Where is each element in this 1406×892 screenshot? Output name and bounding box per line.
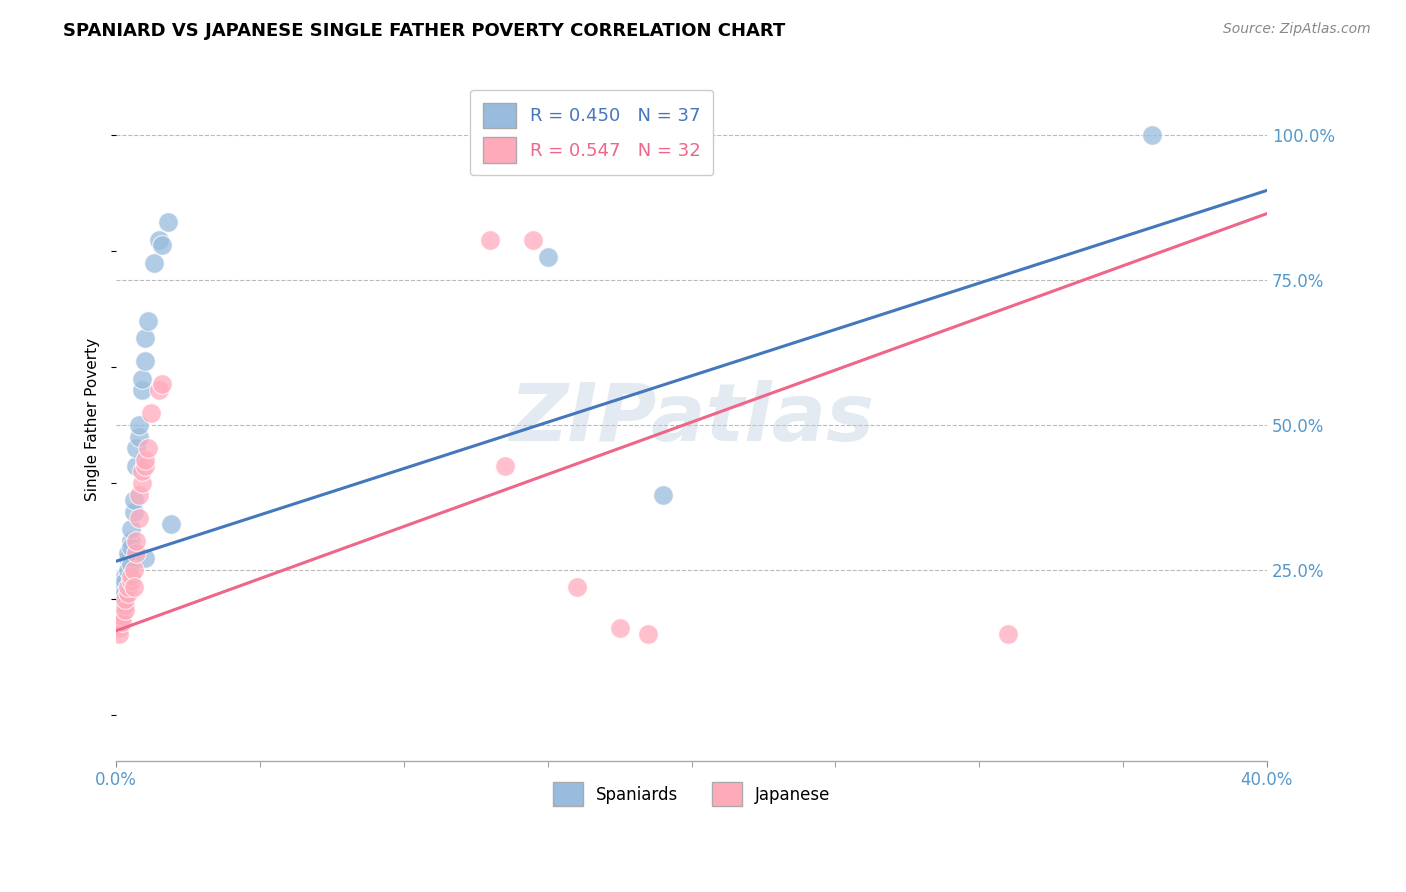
Point <box>108 609 131 624</box>
Y-axis label: Single Father Poverty: Single Father Poverty <box>86 338 100 500</box>
Point <box>111 591 134 606</box>
Point <box>651 487 673 501</box>
Point <box>114 598 136 612</box>
Point <box>117 580 139 594</box>
Point <box>134 551 156 566</box>
Point <box>139 407 162 421</box>
Point <box>122 493 145 508</box>
Point <box>125 441 148 455</box>
Point <box>148 233 170 247</box>
Point <box>128 418 150 433</box>
Point <box>111 609 134 624</box>
Point <box>131 384 153 398</box>
Point <box>117 563 139 577</box>
Point <box>122 563 145 577</box>
Point <box>609 621 631 635</box>
Text: Source: ZipAtlas.com: Source: ZipAtlas.com <box>1223 22 1371 37</box>
Point <box>114 568 136 582</box>
Point <box>136 314 159 328</box>
Point <box>522 233 544 247</box>
Point <box>108 626 131 640</box>
Point <box>125 458 148 473</box>
Point <box>128 430 150 444</box>
Point <box>108 621 131 635</box>
Point <box>150 238 173 252</box>
Point <box>125 545 148 559</box>
Point <box>122 580 145 594</box>
Point <box>131 475 153 490</box>
Point <box>108 603 131 617</box>
Point <box>537 250 560 264</box>
Point <box>1140 128 1163 143</box>
Point <box>128 510 150 524</box>
Legend: Spaniards, Japanese: Spaniards, Japanese <box>544 774 839 814</box>
Point <box>114 603 136 617</box>
Point <box>120 540 142 554</box>
Point <box>150 377 173 392</box>
Point <box>117 545 139 559</box>
Point <box>114 574 136 589</box>
Point <box>997 626 1019 640</box>
Point <box>142 256 165 270</box>
Point <box>111 580 134 594</box>
Point <box>134 331 156 345</box>
Point <box>120 557 142 571</box>
Point <box>136 441 159 455</box>
Point <box>120 574 142 589</box>
Point <box>148 384 170 398</box>
Point <box>111 615 134 629</box>
Point <box>111 598 134 612</box>
Point <box>134 452 156 467</box>
Text: ZIPatlas: ZIPatlas <box>509 380 875 458</box>
Point <box>609 128 631 143</box>
Point <box>637 626 659 640</box>
Point <box>117 586 139 600</box>
Point <box>565 580 588 594</box>
Point <box>157 215 180 229</box>
Point <box>125 533 148 548</box>
Text: SPANIARD VS JAPANESE SINGLE FATHER POVERTY CORRELATION CHART: SPANIARD VS JAPANESE SINGLE FATHER POVER… <box>63 22 786 40</box>
Point <box>114 586 136 600</box>
Point <box>120 522 142 536</box>
Point <box>160 516 183 531</box>
Point <box>120 568 142 582</box>
Point <box>120 533 142 548</box>
Point <box>114 591 136 606</box>
Point <box>637 128 659 143</box>
Point <box>122 505 145 519</box>
Point <box>134 354 156 368</box>
Point <box>117 551 139 566</box>
Point <box>128 487 150 501</box>
Point <box>134 458 156 473</box>
Point <box>131 464 153 478</box>
Point <box>131 372 153 386</box>
Point <box>494 458 516 473</box>
Point <box>479 233 502 247</box>
